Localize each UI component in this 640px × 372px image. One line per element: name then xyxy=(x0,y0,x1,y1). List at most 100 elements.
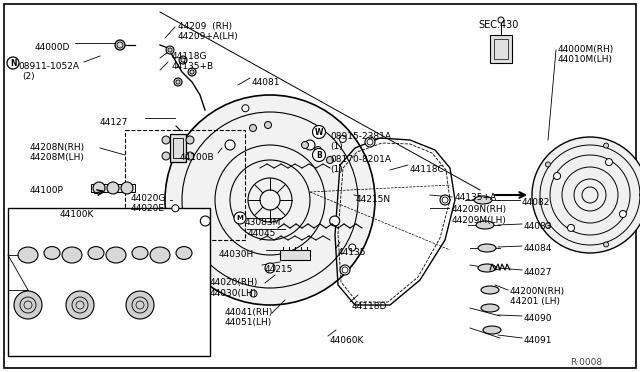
Text: 44215: 44215 xyxy=(265,265,293,274)
Circle shape xyxy=(339,135,346,142)
Circle shape xyxy=(314,147,321,154)
Text: 44200N(RH): 44200N(RH) xyxy=(510,287,565,296)
Circle shape xyxy=(312,125,326,138)
Bar xyxy=(173,138,183,158)
Circle shape xyxy=(349,244,356,251)
Text: 44083: 44083 xyxy=(524,222,552,231)
Circle shape xyxy=(188,68,196,76)
Bar xyxy=(494,39,508,59)
Circle shape xyxy=(604,242,609,247)
Bar xyxy=(490,35,512,63)
Circle shape xyxy=(7,57,19,69)
Circle shape xyxy=(305,140,315,150)
Text: 44060K: 44060K xyxy=(330,336,364,345)
Text: 44041(RH): 44041(RH) xyxy=(225,308,273,317)
Text: N: N xyxy=(10,58,16,67)
Text: 44135: 44135 xyxy=(338,248,367,257)
Text: 44208M(LH): 44208M(LH) xyxy=(30,153,85,162)
Text: 44201 (LH): 44201 (LH) xyxy=(510,297,560,306)
Ellipse shape xyxy=(474,196,492,204)
Circle shape xyxy=(604,143,609,148)
Circle shape xyxy=(186,136,194,144)
Ellipse shape xyxy=(476,221,494,229)
Text: 44082: 44082 xyxy=(522,198,550,207)
Bar xyxy=(8,208,210,356)
Circle shape xyxy=(568,224,575,231)
Ellipse shape xyxy=(483,326,501,334)
Circle shape xyxy=(312,148,326,161)
Text: 44000M(RH): 44000M(RH) xyxy=(558,45,614,54)
Text: 44020G: 44020G xyxy=(131,194,166,203)
Text: 44209+A(LH): 44209+A(LH) xyxy=(178,32,239,41)
Circle shape xyxy=(121,182,133,194)
Text: 44081: 44081 xyxy=(252,78,280,87)
Text: (1): (1) xyxy=(330,165,343,174)
Circle shape xyxy=(242,105,249,112)
Circle shape xyxy=(172,205,179,212)
Text: 44118C: 44118C xyxy=(410,165,445,174)
Circle shape xyxy=(165,95,375,305)
Text: (1): (1) xyxy=(330,142,343,151)
Text: 44000D: 44000D xyxy=(35,43,70,52)
Text: R·0008: R·0008 xyxy=(570,358,602,367)
Ellipse shape xyxy=(481,286,499,294)
Text: SEC.430: SEC.430 xyxy=(478,20,518,30)
Bar xyxy=(91,184,135,192)
Circle shape xyxy=(200,216,211,226)
Text: 44208N(RH): 44208N(RH) xyxy=(30,143,85,152)
Circle shape xyxy=(301,141,308,148)
Text: 44209M(LH): 44209M(LH) xyxy=(452,216,507,225)
Circle shape xyxy=(225,140,235,150)
Text: (2): (2) xyxy=(22,72,35,81)
Text: M: M xyxy=(237,215,243,221)
Ellipse shape xyxy=(478,264,496,272)
Text: 44118G: 44118G xyxy=(172,52,207,61)
Ellipse shape xyxy=(176,247,192,259)
Ellipse shape xyxy=(106,247,126,263)
Circle shape xyxy=(532,137,640,253)
Ellipse shape xyxy=(44,247,60,259)
Text: 44118D: 44118D xyxy=(352,302,387,311)
Text: 08911-1052A: 08911-1052A xyxy=(18,62,79,71)
Circle shape xyxy=(162,152,170,160)
Circle shape xyxy=(440,195,450,205)
Bar xyxy=(170,134,186,162)
Circle shape xyxy=(326,157,333,164)
Circle shape xyxy=(330,216,340,226)
Text: 08170-8201A: 08170-8201A xyxy=(330,155,391,164)
Circle shape xyxy=(250,125,257,131)
Text: 44030H: 44030H xyxy=(219,250,254,259)
Ellipse shape xyxy=(478,244,496,252)
Circle shape xyxy=(365,137,375,147)
Ellipse shape xyxy=(18,247,38,263)
Text: 44084: 44084 xyxy=(524,244,552,253)
Text: 44020E: 44020E xyxy=(131,204,165,213)
Circle shape xyxy=(264,122,271,128)
Text: 44020(RH): 44020(RH) xyxy=(210,278,259,287)
Text: 44209  (RH): 44209 (RH) xyxy=(178,22,232,31)
Circle shape xyxy=(265,263,275,273)
Text: 44027: 44027 xyxy=(524,268,552,277)
Circle shape xyxy=(545,223,550,228)
Circle shape xyxy=(554,173,561,180)
Bar xyxy=(125,130,245,240)
Circle shape xyxy=(166,46,174,54)
Ellipse shape xyxy=(62,247,82,263)
Text: 44091: 44091 xyxy=(524,336,552,345)
Text: 44100P: 44100P xyxy=(30,186,64,195)
Circle shape xyxy=(174,78,182,86)
Circle shape xyxy=(250,290,257,297)
Text: W: W xyxy=(315,128,323,137)
Circle shape xyxy=(126,291,154,319)
Ellipse shape xyxy=(132,247,148,259)
Text: 44090: 44090 xyxy=(524,314,552,323)
Text: B: B xyxy=(316,151,322,160)
Bar xyxy=(280,250,310,260)
Circle shape xyxy=(234,212,246,224)
Text: 44010M(LH): 44010M(LH) xyxy=(558,55,613,64)
Text: 44209N(RH): 44209N(RH) xyxy=(452,205,507,214)
Text: 44051(LH): 44051(LH) xyxy=(225,318,272,327)
Text: 44030(LH): 44030(LH) xyxy=(210,289,257,298)
Text: 44100B: 44100B xyxy=(180,153,214,162)
Text: 44127: 44127 xyxy=(100,118,129,127)
